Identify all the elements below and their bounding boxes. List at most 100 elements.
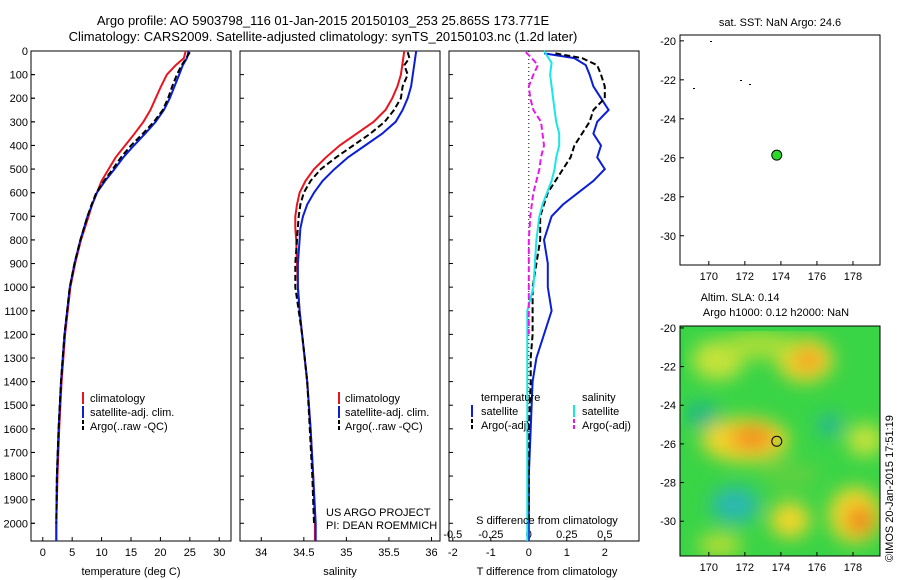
legend-label-satellite: satellite-adj. clim.: [90, 407, 174, 419]
map-y-tick-label: -22: [660, 75, 676, 87]
x-top-tick-label: 0.25: [556, 529, 577, 541]
sst-map: 170 172 174 176 178 -20 -22 -24 -26 -28 -30: [660, 36, 862, 283]
depth-tick-label: 1600: [4, 424, 28, 436]
legend-title-temperature: temperature: [481, 392, 540, 404]
salinity-x-label: salinity: [323, 566, 357, 578]
map-y-tick-label: -20: [660, 323, 676, 335]
series-line: [55, 50, 187, 541]
depth-tick-label: 1800: [4, 471, 28, 483]
x-tick-label: 20: [154, 547, 166, 559]
x-tick-label: 35.5: [378, 547, 399, 559]
depth-tick-label: 200: [10, 93, 28, 105]
depth-tick-label: 1700: [4, 447, 28, 459]
x-top-tick-label: -0.5: [443, 529, 462, 541]
map-x-tick-label: 174: [772, 271, 790, 283]
temperature-panel-frame: [30, 50, 232, 542]
project-name: US ARGO PROJECT: [326, 507, 431, 519]
depth-tick-label: 1000: [4, 282, 28, 294]
series-line: [525, 51, 546, 335]
series-line: [55, 50, 190, 541]
x-tick-label: 36: [425, 547, 437, 559]
depth-tick-label: 600: [10, 188, 28, 200]
map-x-tick-label: 174: [772, 562, 790, 574]
map-x-tick-label: 176: [808, 271, 826, 283]
sla-map-title-line2: Argo h1000: 0.12 h2000: NaN: [703, 307, 849, 319]
map-x-tick-label: 172: [736, 562, 754, 574]
legend-title-salinity: salinity: [582, 392, 616, 404]
map-x-tick-label: 172: [736, 271, 754, 283]
map-x-tick-label: 178: [844, 271, 862, 283]
land-speck: [710, 41, 712, 42]
series-line: [55, 51, 191, 524]
difference-panel-frame: [448, 50, 640, 542]
depth-tick-label: 1200: [4, 329, 28, 341]
depth-tick-label: 1400: [4, 377, 28, 389]
x-top-tick-label: 0.5: [597, 529, 612, 541]
series-line: [296, 50, 418, 541]
x-tick-label: 15: [125, 547, 137, 559]
legend-label-climatology: climatology: [345, 393, 401, 405]
figure-title-line2: Climatology: CARS2009. Satellite-adjuste…: [69, 29, 578, 44]
difference-legend: temperature salinity satellite Argo(-adj…: [471, 392, 631, 432]
x-tick-label: 30: [213, 547, 225, 559]
depth-tick-label: 1900: [4, 495, 28, 507]
legend-label-temp-argo: Argo(-adj): [481, 420, 530, 432]
depth-tick-label: 0: [22, 46, 28, 58]
depth-tick-label: 2000: [4, 518, 28, 530]
depth-tick-label: 500: [10, 164, 28, 176]
map-y-tick-label: -24: [660, 114, 676, 126]
temperature-x-label: temperature (deg C): [81, 566, 180, 578]
depth-tick-label: 300: [10, 117, 28, 129]
x-tick-label: 0: [40, 547, 46, 559]
x-tick-label: 35: [340, 547, 352, 559]
sla-heatmap: [680, 326, 880, 556]
legend-label-climatology: climatology: [90, 393, 146, 405]
x-tick-label: 34: [255, 547, 267, 559]
x-tick-label: 25: [184, 547, 196, 559]
x-tick-label: -2: [448, 547, 458, 559]
depth-tick-label: 1500: [4, 400, 28, 412]
map-y-tick-label: -22: [660, 362, 676, 374]
map-y-tick-label: -20: [660, 36, 676, 48]
imos-credit: ©IMOS 20-Jan-2015 17:51:19: [884, 415, 896, 562]
map-y-tick-label: -28: [660, 478, 676, 490]
depth-tick-label: 400: [10, 140, 28, 152]
map-x-tick-label: 170: [700, 271, 718, 283]
x-tick-label: 10: [95, 547, 107, 559]
series-line: [527, 52, 606, 524]
map-y-tick-label: -24: [660, 400, 676, 412]
legend-label-sal-argo: Argo(-adj): [582, 420, 631, 432]
x-tick-label: 2: [602, 547, 608, 559]
legend-label-temp-satellite: satellite: [481, 406, 518, 418]
depth-tick-label: 1100: [4, 306, 28, 318]
legend-label-satellite: satellite-adj. clim.: [345, 407, 429, 419]
map-x-tick-label: 170: [700, 562, 718, 574]
x-tick-label: 0: [526, 547, 532, 559]
salinity-legend: climatology satellite-adj. clim. Argo(..…: [338, 392, 429, 433]
depth-tick-label: 800: [10, 235, 28, 247]
salinity-panel-frame: [239, 50, 441, 542]
legend-label-sal-satellite: satellite: [582, 406, 619, 418]
legend-label-argo: Argo(..raw -QC): [90, 421, 168, 433]
land-speck: [740, 80, 742, 81]
depth-tick-label: 700: [10, 211, 28, 223]
series-line: [294, 51, 411, 524]
depth-axis: 0 100 200 300 400 500 600 700 800 900 1000 1100 1200…: [4, 46, 35, 530]
legend-label-argo: Argo(..raw -QC): [345, 421, 423, 433]
x-tick-label: -1: [486, 547, 496, 559]
depth-tick-label: 100: [10, 70, 28, 82]
sla-map-frame: [679, 325, 881, 557]
x-top-tick-label: -0.25: [478, 529, 503, 541]
series-line: [527, 52, 610, 541]
temperature-profile-plot: 0 5 10 15 20 25 30: [31, 50, 225, 559]
map-y-tick-label: -30: [660, 516, 676, 528]
project-pi: PI: DEAN ROEMMICH: [326, 520, 437, 532]
x-tick-label: 1: [564, 547, 570, 559]
map-y-tick-label: -28: [660, 192, 676, 204]
sst-map-frame: [679, 34, 881, 266]
difference-x-label: T difference from climatology: [477, 566, 618, 578]
depth-tick-label: 1300: [4, 353, 28, 365]
map-x-tick-label: 176: [808, 562, 826, 574]
map-y-tick-label: -30: [660, 231, 676, 243]
